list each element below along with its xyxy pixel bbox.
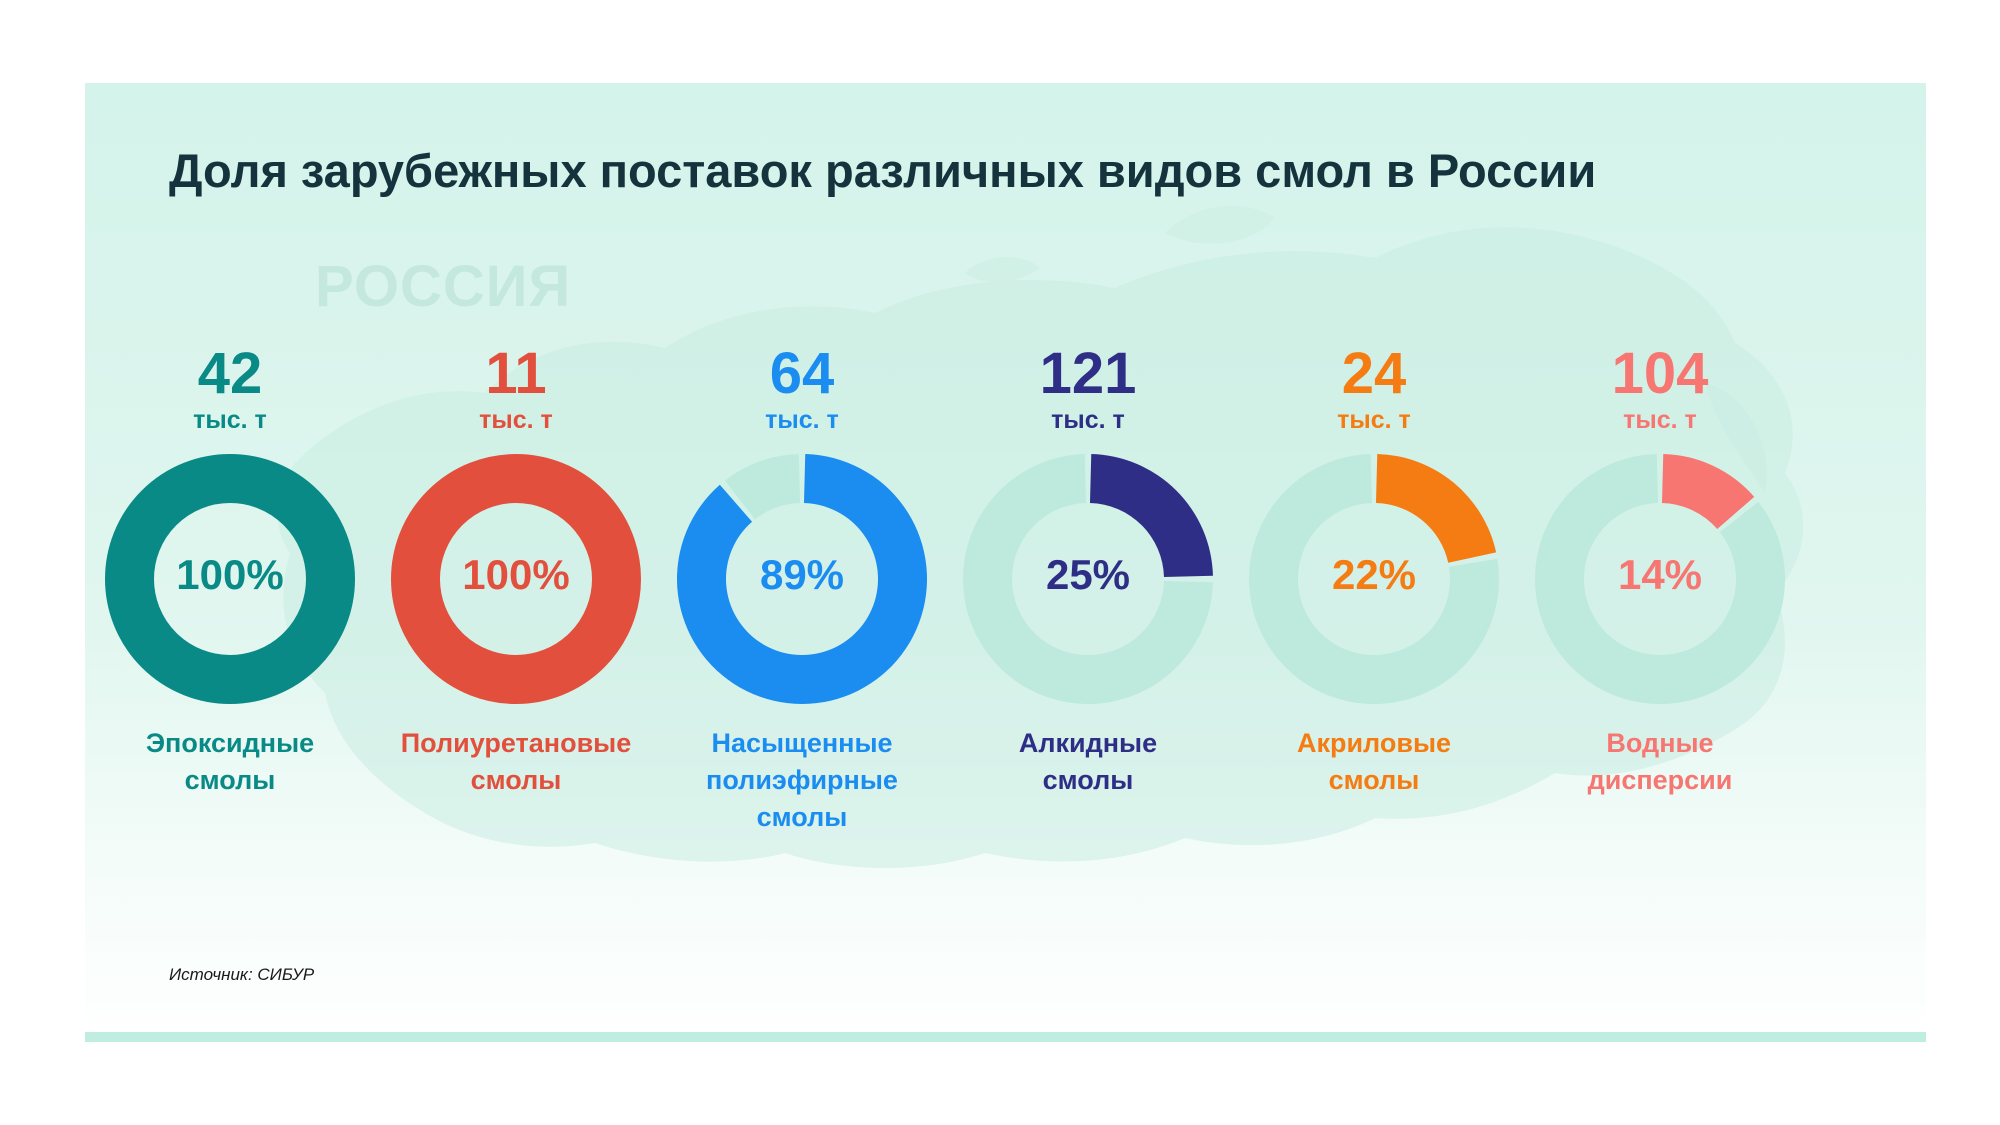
- donut-item: 42 тыс. т 100% Эпоксидные смолы: [87, 83, 373, 1041]
- donut-share-segment: [391, 454, 641, 704]
- donut-share-segment: [1089, 454, 1213, 578]
- source-note: Источник: СИБУР: [169, 965, 315, 984]
- category-label: Акриловые смолы: [1296, 728, 1452, 795]
- map-country-label: РОССИЯ: [315, 254, 572, 319]
- category-label: Алкидные смолы: [1018, 728, 1158, 795]
- donut-chart: [391, 454, 641, 704]
- donut-chart: [963, 454, 1213, 704]
- donut-share-segment: [1661, 454, 1755, 530]
- volume-value: 24: [1341, 341, 1407, 406]
- donut-share-segment: [677, 454, 927, 704]
- donut-track-segment: [1249, 454, 1499, 704]
- donut-item: 121 тыс. т 25% Алкидные смолы: [945, 83, 1231, 1041]
- chart-title: Доля зарубежных поставок различных видов…: [169, 144, 1597, 197]
- volume-unit: тыс. т: [1337, 406, 1411, 434]
- donut-track-segment: [724, 454, 801, 520]
- volume-value: 104: [1611, 341, 1709, 406]
- share-percent-label: 22%: [1331, 551, 1417, 598]
- category-label: Полиуретановые смолы: [400, 728, 632, 795]
- category-label: Насыщенные полиэфирные смолы: [706, 728, 898, 832]
- donut-share-segment: [105, 454, 355, 704]
- share-percent-label: 14%: [1617, 551, 1703, 598]
- volume-unit: тыс. т: [1623, 406, 1697, 434]
- volume-value: 121: [1039, 341, 1137, 406]
- volume-unit: тыс. т: [765, 406, 839, 434]
- volume-unit: тыс. т: [193, 406, 267, 434]
- donut-item: 11 тыс. т 100% Полиуретановые смолы: [373, 83, 659, 1041]
- volume-value: 64: [769, 341, 835, 406]
- donut-chart: [677, 454, 927, 704]
- share-percent-label: 100%: [462, 551, 570, 598]
- donut-chart: [1249, 454, 1499, 704]
- russia-map-silhouette: [277, 206, 1804, 868]
- donut-item: 104 тыс. т 14% Водные дисперсии: [1517, 83, 1803, 1041]
- share-percent-label: 100%: [176, 551, 284, 598]
- volume-value: 11: [485, 341, 547, 406]
- category-label: Эпоксидные смолы: [145, 728, 315, 795]
- donut-track-segment: [1535, 454, 1785, 704]
- donut-item: 64 тыс. т 89% Насыщенные полиэфирные смолы: [659, 83, 945, 1041]
- bottom-accent-bar: [85, 1032, 1926, 1042]
- donut-chart: [1535, 454, 1785, 704]
- share-percent-label: 89%: [759, 551, 845, 598]
- donut-track-segment: [963, 454, 1213, 704]
- volume-value: 42: [197, 341, 263, 406]
- donut-chart: [105, 454, 355, 704]
- volume-unit: тыс. т: [479, 406, 553, 434]
- donut-charts-row: 42 тыс. т 100% Эпоксидные смолы 11 тыс. т 100% П…: [85, 83, 1926, 1041]
- infographic-panel: РОССИЯ Доля зарубежных поставок различны…: [85, 83, 1926, 1041]
- donut-item: 24 тыс. т 22% Акриловые смолы: [1231, 83, 1517, 1041]
- volume-unit: тыс. т: [1051, 406, 1125, 434]
- donut-share-segment: [1375, 454, 1497, 563]
- category-label: Водные дисперсии: [1587, 728, 1733, 795]
- share-percent-label: 25%: [1045, 551, 1131, 598]
